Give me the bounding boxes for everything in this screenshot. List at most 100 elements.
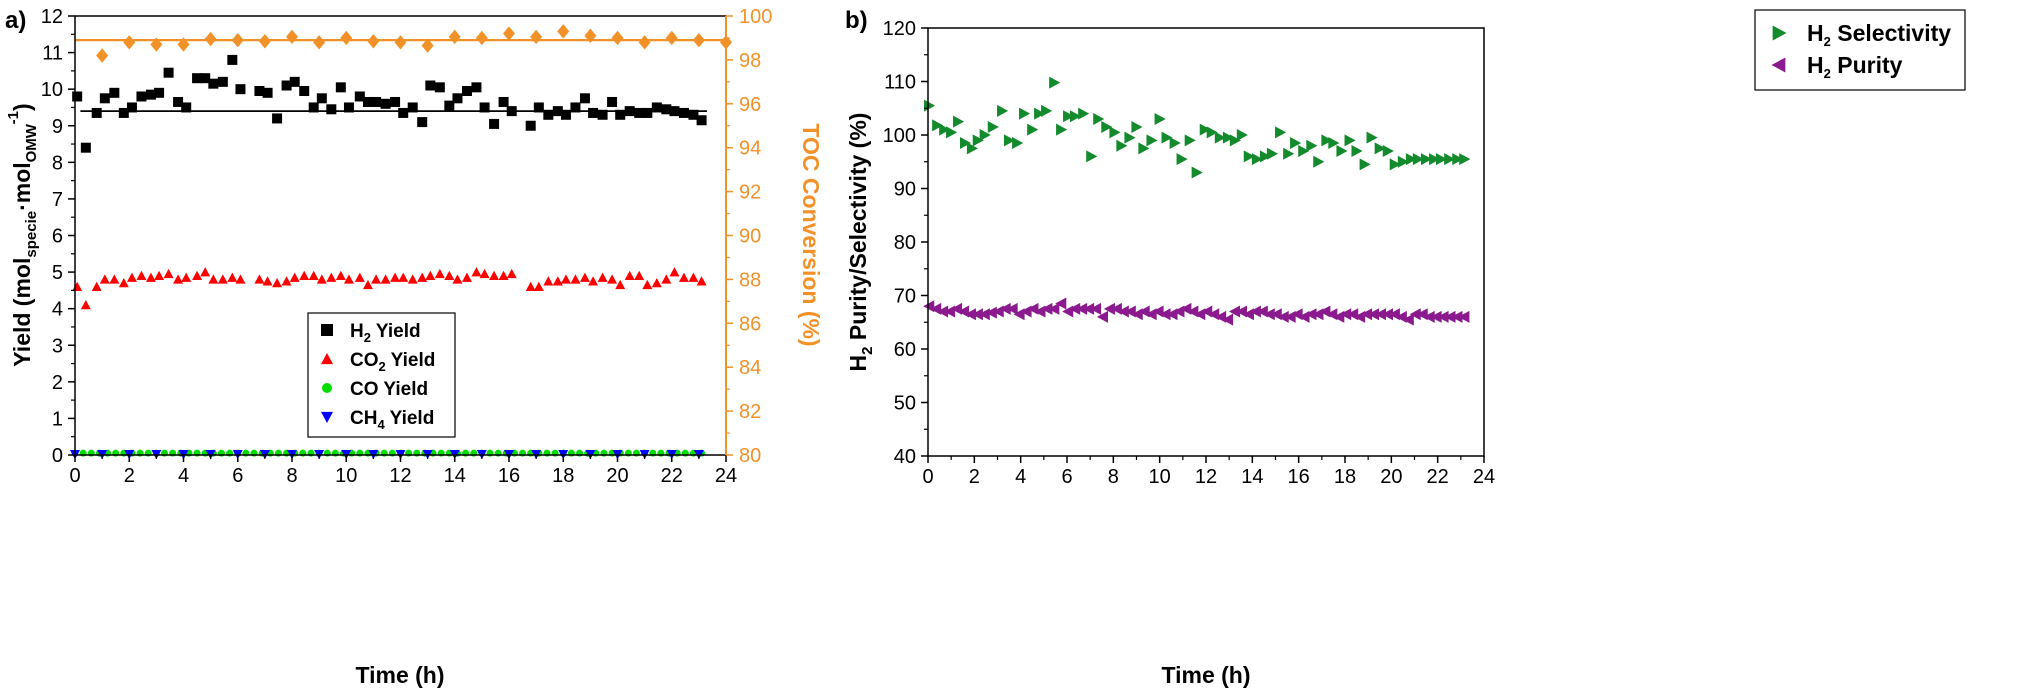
- legend-marker: [322, 383, 332, 393]
- toc-conversion-point: [557, 24, 570, 39]
- h2-selectivity-point: [1078, 107, 1090, 120]
- y2-tick-label: 96: [739, 94, 761, 116]
- h2-selectivity-point: [1027, 123, 1039, 136]
- h2-yield-point: [308, 102, 319, 113]
- h2-yield-point: [498, 96, 509, 107]
- co2-yield-point: [235, 274, 246, 284]
- h2-purity-point: [1409, 308, 1421, 321]
- h2-purity-point: [1117, 305, 1129, 318]
- h2-selectivity-point: [1124, 131, 1136, 144]
- co2-yield-point: [343, 274, 354, 284]
- y2-tick-label: 84: [739, 357, 761, 379]
- y-tick-label: 90: [894, 179, 916, 201]
- legend-marker: [321, 411, 333, 423]
- h2-yield-point: [254, 85, 265, 96]
- h2-yield-point: [543, 109, 554, 120]
- co2-yield-point: [72, 281, 83, 291]
- legend-label: CO2 Yield: [350, 350, 435, 374]
- toc-conversion-point: [394, 35, 407, 50]
- h2-selectivity-point: [1313, 155, 1325, 168]
- h2-yield-point: [371, 96, 382, 107]
- x-tick-label: 0: [922, 466, 933, 488]
- h2-yield-point: [217, 76, 228, 87]
- co2-yield-point: [118, 278, 129, 288]
- h2-yield-point: [669, 106, 680, 117]
- h2-yield-point: [615, 109, 626, 120]
- h2-selectivity-point: [1321, 134, 1333, 147]
- h2-yield-point: [688, 109, 699, 120]
- h2-yield-point: [696, 115, 707, 126]
- h2-purity-point: [1159, 308, 1171, 321]
- h2-yield-point: [398, 107, 409, 118]
- x-tick-label: 10: [1149, 466, 1171, 488]
- co2-yield-point: [91, 281, 102, 291]
- co2-yield-point: [289, 272, 300, 282]
- y-tick-label: 120: [883, 18, 916, 40]
- panel-b-plot-frame: [927, 27, 1485, 457]
- h2-selectivity-point: [1290, 137, 1302, 150]
- h2-selectivity-point: [1070, 110, 1082, 123]
- h2-yield-point: [425, 80, 436, 91]
- panel-b-legend: H2 Selectivity H2 Purity: [1754, 9, 1966, 91]
- x-tick-label: 18: [552, 465, 574, 487]
- h2-yield-point: [634, 107, 645, 118]
- h2-selectivity-point: [1161, 131, 1173, 144]
- h2-purity-point: [999, 302, 1011, 315]
- legend-label: CO Yield: [350, 379, 428, 400]
- h2-purity-point: [1444, 310, 1456, 323]
- h2-yield-point: [272, 113, 283, 124]
- toc-conversion-point: [204, 31, 217, 47]
- co2-yield-point: [308, 270, 319, 280]
- panel-a-data-marks: [70, 24, 732, 460]
- h2-selectivity-point: [939, 123, 951, 136]
- h2-yield-point: [343, 102, 354, 113]
- h2-yield-point: [607, 96, 618, 107]
- co2-yield-point: [154, 270, 165, 280]
- panel-b-x-axis-label: Time (h): [1161, 662, 1250, 688]
- h2-purity-point: [1374, 308, 1387, 321]
- h2-yield-point: [181, 102, 192, 113]
- h2-yield-point: [489, 118, 500, 129]
- h2-yield-point: [208, 78, 219, 89]
- h2-selectivity-point: [946, 126, 958, 139]
- h2-yield-point: [506, 106, 517, 117]
- co2-yield-point: [262, 276, 273, 286]
- h2-selectivity-point: [1101, 120, 1113, 133]
- h2-purity-point: [1055, 297, 1067, 310]
- co2-yield-point: [688, 272, 699, 282]
- co2-yield-point: [452, 274, 463, 284]
- co2-yield-point: [461, 272, 472, 282]
- h2-selectivity-point: [1063, 110, 1075, 123]
- co2-yield-point: [678, 272, 689, 282]
- h2-selectivity-point: [1351, 145, 1363, 158]
- h2-selectivity-point: [1229, 134, 1241, 147]
- y-tick-label: 4: [52, 299, 63, 321]
- h2-yield-point: [362, 96, 373, 107]
- y-tick-label: 110: [884, 72, 916, 94]
- h2-selectivity-point: [1154, 112, 1166, 125]
- h2-selectivity-point: [1109, 126, 1121, 139]
- h2-selectivity-point: [1298, 145, 1310, 158]
- co2-yield-point: [398, 272, 409, 282]
- toc-conversion-point: [340, 30, 353, 46]
- panel-a-y-axis-label: Yield (molspecie·molOMW-1): [5, 103, 40, 366]
- h2-yield-point: [354, 91, 365, 102]
- h2-selectivity-point: [1206, 126, 1218, 139]
- h2-yield-point: [316, 93, 327, 104]
- h2-yield-point: [552, 106, 563, 117]
- co2-yield-point: [560, 274, 571, 284]
- h2-yield-point: [560, 109, 571, 120]
- h2-yield-point: [407, 102, 418, 113]
- toc-conversion-point: [123, 35, 136, 50]
- h2-yield-point: [136, 91, 147, 102]
- co2-yield-point: [371, 274, 382, 284]
- h2-purity-point: [964, 308, 976, 321]
- co2-yield-point: [661, 274, 672, 284]
- h2-selectivity-point: [1131, 120, 1143, 133]
- y-tick-label: 5: [52, 262, 63, 284]
- h2-purity-point: [1263, 308, 1275, 321]
- h2-yield-point: [145, 89, 156, 100]
- x-tick-label: 22: [1427, 466, 1449, 488]
- legend-label: CH4 Yield: [350, 408, 434, 432]
